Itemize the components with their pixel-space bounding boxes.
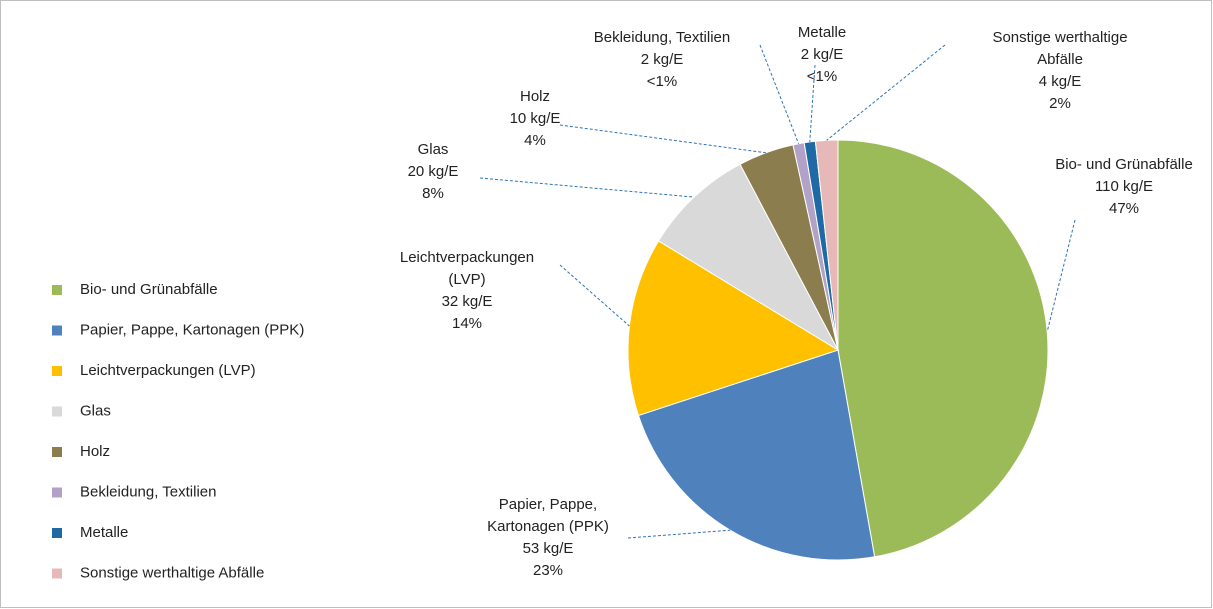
data-label-percent: 23% <box>533 562 563 579</box>
legend-label: Glas <box>80 402 111 419</box>
data-label-name: Kartonagen (PPK) <box>487 518 609 535</box>
data-label-name: Bekleidung, Textilien <box>594 29 730 46</box>
data-label-name: Abfälle <box>1037 51 1083 68</box>
legend-label: Metalle <box>80 524 128 541</box>
data-label-value: 32 kg/E <box>442 293 493 310</box>
data-label-percent: <1% <box>647 73 677 90</box>
legend-label: Leichtverpackungen (LVP) <box>80 362 256 379</box>
pie-slice <box>637 349 876 561</box>
data-label-name: Metalle <box>798 24 846 41</box>
leader-line <box>627 529 731 539</box>
legend-swatch <box>52 285 62 295</box>
data-label-name: Leichtverpackungen <box>400 249 534 266</box>
pie-slice <box>627 240 840 417</box>
legend-swatch <box>52 325 62 336</box>
legend-swatch <box>52 406 62 417</box>
data-label-percent: <1% <box>807 68 837 85</box>
data-label-name: (LVP) <box>448 271 485 288</box>
data-label-name: Sonstige werthaltige <box>992 29 1127 46</box>
data-label-value: 4 kg/E <box>1039 73 1082 90</box>
data-label-name: Bio- und Grünabfälle <box>1055 156 1193 173</box>
leader-line <box>826 44 946 141</box>
data-label-name: Papier, Pappe, <box>499 496 597 513</box>
pie-slice <box>657 163 840 352</box>
legend-swatch <box>52 568 62 579</box>
leader-line <box>759 44 800 144</box>
leader-line <box>479 177 695 198</box>
data-label-percent: 2% <box>1049 95 1071 112</box>
legend-label: Papier, Pappe, Kartonagen (PPK) <box>80 321 304 338</box>
legend-label: Bio- und Grünabfälle <box>80 281 218 298</box>
legend-label: Sonstige werthaltige Abfälle <box>80 564 264 581</box>
legend-swatch <box>52 447 62 457</box>
legend-swatch <box>52 487 62 498</box>
data-label-name: Glas <box>418 141 449 158</box>
leader-line <box>559 264 630 327</box>
legend-label: Bekleidung, Textilien <box>80 483 216 500</box>
leader-line <box>809 64 816 142</box>
data-label-percent: 14% <box>452 315 482 332</box>
legend-swatch <box>52 528 62 538</box>
legend-swatch <box>52 366 62 376</box>
legend-label: Holz <box>80 443 110 460</box>
data-label-value: 110 kg/E <box>1095 178 1153 195</box>
data-label-value: 2 kg/E <box>801 46 844 63</box>
data-label-percent: 4% <box>524 132 546 149</box>
data-label-name: Holz <box>520 88 550 105</box>
data-label-percent: 8% <box>422 185 444 202</box>
leader-line <box>1046 219 1076 332</box>
data-label-value: 53 kg/E <box>523 540 574 557</box>
data-label-percent: 47% <box>1109 200 1139 217</box>
pie-slice <box>837 139 1049 558</box>
data-label-value: 10 kg/E <box>510 110 561 127</box>
data-label-value: 2 kg/E <box>641 51 684 68</box>
data-label-value: 20 kg/E <box>408 163 459 180</box>
